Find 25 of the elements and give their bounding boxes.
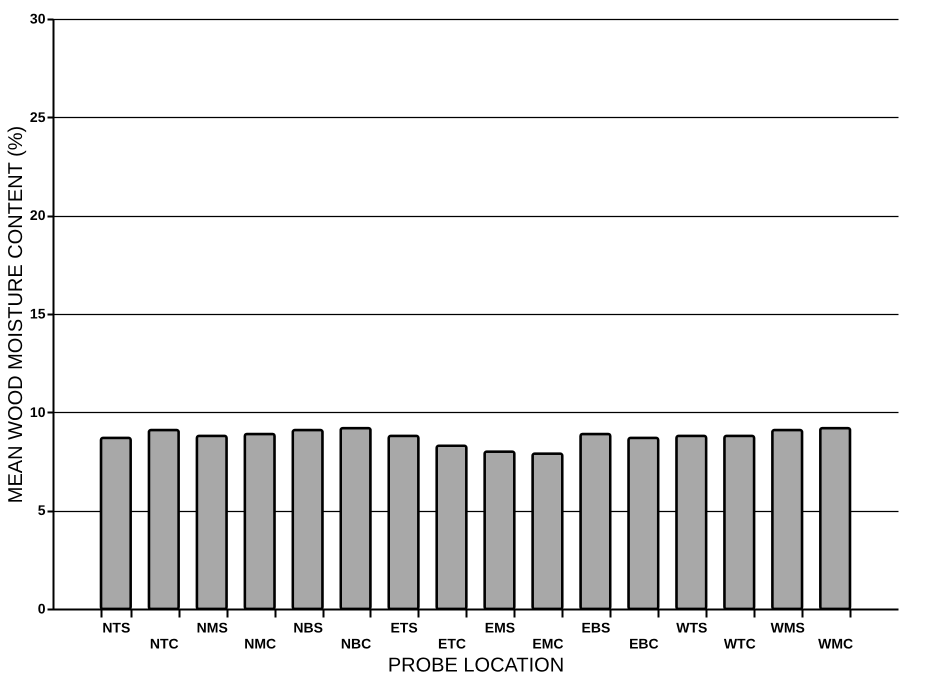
x-tick-label: EMC <box>532 636 564 652</box>
x-axis-title: PROBE LOCATION <box>388 654 564 676</box>
y-tick-label: 25 <box>30 108 46 125</box>
x-tick-label: WTS <box>676 620 708 636</box>
x-tick-label: NBS <box>293 620 323 636</box>
x-tick-label: NTS <box>102 620 130 636</box>
x-tick-label: WMS <box>770 620 805 636</box>
y-tick-label: 30 <box>30 10 46 26</box>
x-tick-label: WMC <box>818 636 854 652</box>
x-tick-label: NBC <box>340 636 372 652</box>
x-tick-label: NMS <box>196 620 228 636</box>
y-tick-label: 5 <box>38 502 46 518</box>
x-tick-label: NTC <box>150 636 179 652</box>
x-tick-label: EMS <box>484 620 516 636</box>
y-axis-title: MEAN WOOD MOISTURE CONTENT (%) <box>4 126 27 504</box>
x-tick-label: EBS <box>581 620 610 636</box>
x-tick-label: EBC <box>629 636 659 652</box>
y-tick-label: 15 <box>30 306 46 322</box>
x-tick-label: ETC <box>438 636 466 652</box>
x-tick-label: WTC <box>724 636 756 652</box>
y-tick-label: 0 <box>38 600 46 616</box>
y-tick-label: 20 <box>30 207 46 224</box>
x-tick-label: NMC <box>244 636 276 652</box>
y-tick-label: 10 <box>30 404 46 420</box>
x-tick-label: ETS <box>390 620 418 636</box>
